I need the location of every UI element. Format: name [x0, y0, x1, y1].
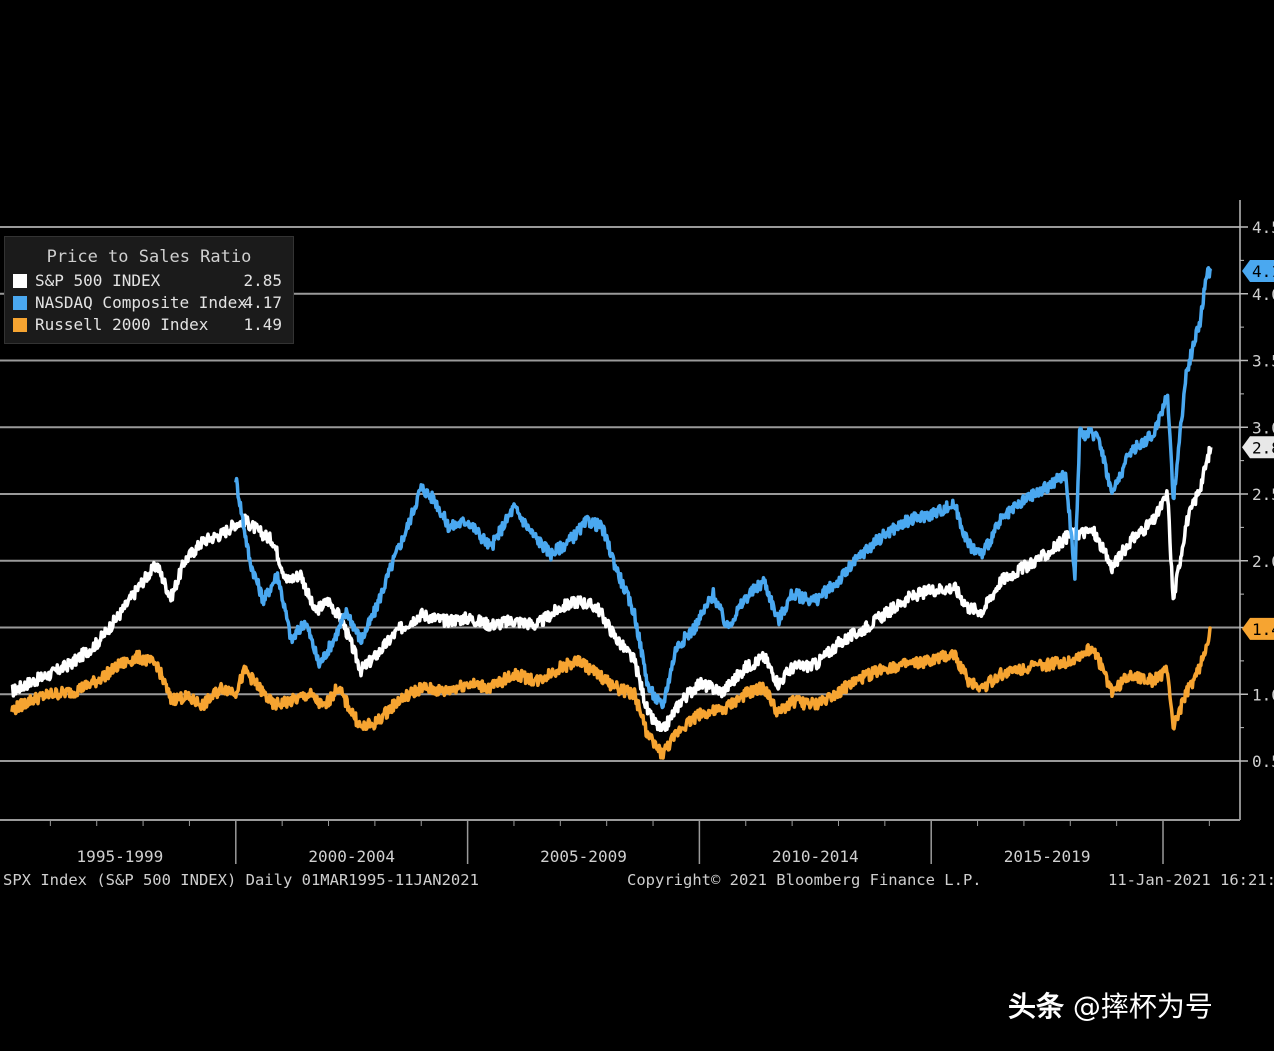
- x-tick-label: 2010-2014: [772, 847, 859, 866]
- series-lines: [10, 266, 1213, 760]
- footer-source: SPX Index (S&P 500 INDEX) Daily 01MAR199…: [3, 871, 479, 889]
- x-tick-label: 2005-2009: [540, 847, 627, 866]
- watermark-brand: 头条: [1008, 990, 1065, 1023]
- legend-value: 2.85: [243, 271, 282, 290]
- last-value-tag-bg: [1242, 260, 1274, 283]
- legend-item-sp500: S&P 500 INDEX 2.85: [13, 271, 288, 291]
- legend-item-russell: Russell 2000 Index 1.49: [13, 315, 288, 335]
- y-tick-label: 4.0: [1252, 285, 1274, 304]
- series-line-2: [10, 626, 1213, 760]
- y-tick-label: 4.5: [1252, 218, 1274, 237]
- y-tick-label: 2.5: [1252, 485, 1274, 504]
- watermark-handle: @摔杯为号: [1072, 990, 1213, 1023]
- legend-item-nasdaq: NASDAQ Composite Index 4.17: [13, 293, 288, 313]
- last-value-tag-bg: [1242, 617, 1274, 640]
- last-value-tag-bg: [1242, 436, 1274, 459]
- watermark: 头条 @摔杯为号: [1008, 985, 1213, 1025]
- y-tick-label: 0.5: [1252, 752, 1274, 771]
- x-tick-label: 1995-1999: [77, 847, 164, 866]
- footer-copyright: Copyright© 2021 Bloomberg Finance L.P.: [627, 871, 982, 889]
- legend-swatch-nasdaq: [13, 296, 27, 310]
- legend-value: 4.17: [243, 293, 282, 312]
- y-tick-label: 3.0: [1252, 418, 1274, 437]
- axes: [0, 200, 1248, 864]
- last-value-tag: 4.1: [1242, 260, 1274, 283]
- y-tick-label: 1.0: [1252, 685, 1274, 704]
- last-value-tag-label: 2.8: [1252, 438, 1274, 457]
- legend: Price to Sales Ratio S&P 500 INDEX 2.85 …: [4, 236, 294, 344]
- y-tick-label: 2.0: [1252, 552, 1274, 571]
- legend-label: NASDAQ Composite Index: [35, 293, 247, 312]
- y-tick-label: 3.5: [1252, 352, 1274, 371]
- last-value-tag: 1.4: [1242, 617, 1274, 640]
- tick-labels: 0.5 1.0 2.0 2.5 3.0 3.5 4.0 4.5 1995-1999 2000-20…: [77, 218, 1274, 866]
- last-value-tag-label: 4.1: [1252, 262, 1274, 281]
- series-line-1: [234, 266, 1213, 710]
- legend-value: 1.49: [243, 315, 282, 334]
- series-line-0: [10, 445, 1213, 733]
- last-value-tag-label: 1.4: [1252, 620, 1274, 639]
- x-tick-label: 2015-2019: [1004, 847, 1091, 866]
- legend-label: Russell 2000 Index: [35, 315, 209, 334]
- footer-timestamp: 11-Jan-2021 16:21:5: [1108, 871, 1274, 889]
- legend-title: Price to Sales Ratio: [46, 247, 252, 267]
- x-tick-label: 2000-2004: [308, 847, 395, 866]
- legend-swatch-russell: [13, 318, 27, 332]
- last-value-tag: 2.8: [1242, 436, 1274, 459]
- legend-swatch-sp500: [13, 274, 27, 288]
- legend-label: S&P 500 INDEX: [35, 271, 161, 290]
